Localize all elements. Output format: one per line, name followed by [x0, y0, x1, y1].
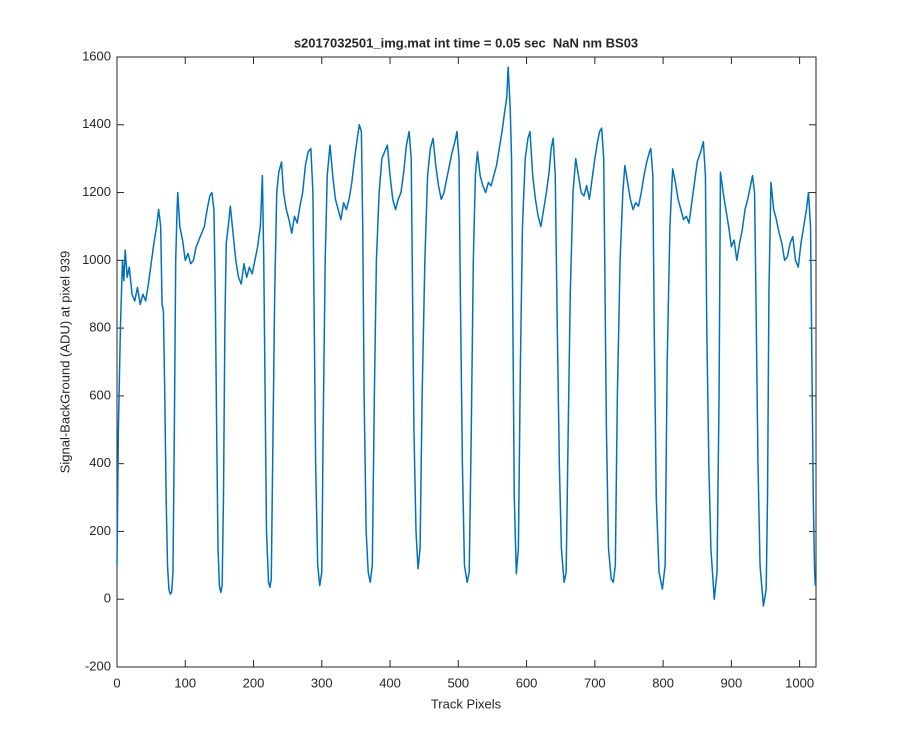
- chart-title: s2017032501_img.mat int time = 0.05 sec …: [294, 35, 638, 50]
- x-tick-label: 700: [584, 675, 606, 690]
- y-tick-label: 1600: [82, 48, 111, 63]
- x-tick-label: 1000: [785, 675, 814, 690]
- x-axis-label: Track Pixels: [431, 696, 502, 711]
- y-tick-label: 400: [89, 455, 111, 470]
- x-tick-label: 200: [243, 675, 265, 690]
- plot-box: [116, 56, 817, 668]
- y-tick-label: 200: [89, 523, 111, 538]
- y-tick-label: 1400: [82, 116, 111, 131]
- x-tick-label: 100: [174, 675, 196, 690]
- y-tick-label: 600: [89, 387, 111, 402]
- data-line: [116, 66, 817, 607]
- y-tick-label: 800: [89, 320, 111, 335]
- x-tick-label: 400: [379, 675, 401, 690]
- y-tick-label: 0: [104, 591, 111, 606]
- y-tick-label: 1000: [82, 252, 111, 267]
- y-tick-label: -200: [85, 658, 111, 673]
- x-tick-label: 900: [721, 675, 743, 690]
- y-axis-label: Signal-BackGround (ADU) at pixel 939: [57, 251, 72, 474]
- x-tick-label: 0: [113, 675, 120, 690]
- y-tick-label: 1200: [82, 184, 111, 199]
- x-tick-label: 300: [311, 675, 333, 690]
- x-tick-label: 800: [652, 675, 674, 690]
- x-tick-label: 500: [447, 675, 469, 690]
- x-tick-label: 600: [516, 675, 538, 690]
